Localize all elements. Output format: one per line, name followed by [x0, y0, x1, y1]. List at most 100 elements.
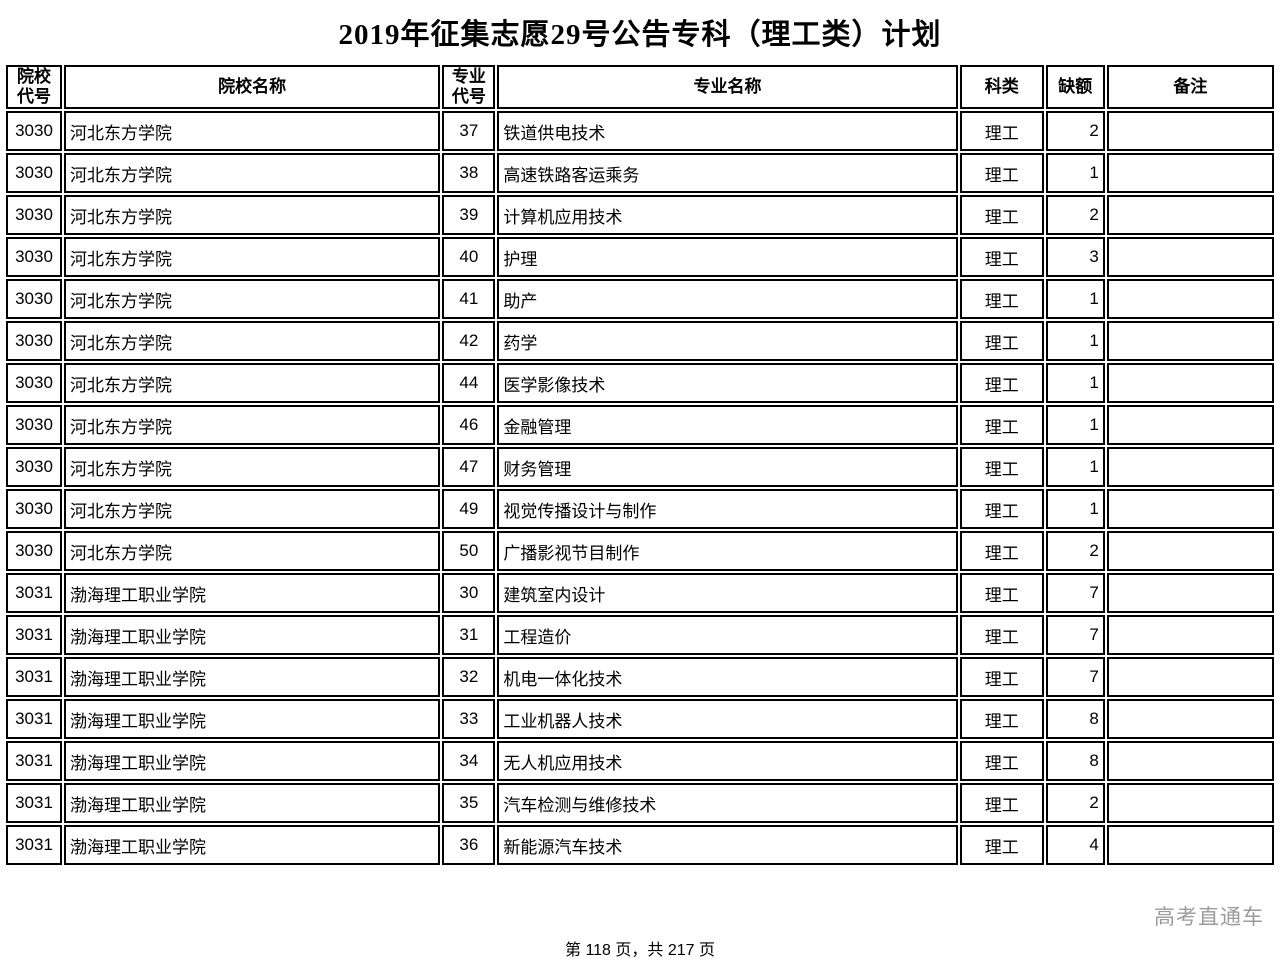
- cell-major-name: 铁道供电技术: [497, 111, 958, 151]
- table-row: 3031 渤海理工职业学院 31 工程造价 理工 7: [6, 615, 1274, 655]
- table-row: 3030 河北东方学院 49 视觉传播设计与制作 理工 1: [6, 489, 1274, 529]
- cell-major-code: 50: [442, 531, 496, 571]
- cell-major-name: 药学: [497, 321, 958, 361]
- cell-category: 理工: [959, 363, 1044, 403]
- cell-college-name: 渤海理工职业学院: [64, 783, 441, 823]
- cell-vacancy: 2: [1045, 195, 1105, 235]
- table-body: 3030 河北东方学院 37 铁道供电技术 理工 2 3030 河北东方学院 38 高速铁路客运乘…: [6, 111, 1274, 865]
- cell-college-code: 3031: [6, 741, 63, 781]
- cell-vacancy: 2: [1045, 111, 1105, 151]
- cell-major-code: 31: [442, 615, 496, 655]
- cell-category: 理工: [959, 447, 1044, 487]
- table-row: 3030 河北东方学院 44 医学影像技术 理工 1: [6, 363, 1274, 403]
- cell-major-code: 41: [442, 279, 496, 319]
- cell-college-name: 河北东方学院: [64, 447, 441, 487]
- cell-major-name: 财务管理: [497, 447, 958, 487]
- cell-college-code: 3030: [6, 489, 63, 529]
- cell-college-name: 渤海理工职业学院: [64, 573, 441, 613]
- cell-major-name: 医学影像技术: [497, 363, 958, 403]
- cell-category: 理工: [959, 573, 1044, 613]
- cell-college-name: 渤海理工职业学院: [64, 825, 441, 865]
- cell-college-name: 渤海理工职业学院: [64, 741, 441, 781]
- cell-category: 理工: [959, 153, 1044, 193]
- table-row: 3030 河北东方学院 37 铁道供电技术 理工 2: [6, 111, 1274, 151]
- cell-major-code: 36: [442, 825, 496, 865]
- cell-college-code: 3030: [6, 279, 63, 319]
- cell-major-code: 30: [442, 573, 496, 613]
- cell-college-name: 河北东方学院: [64, 321, 441, 361]
- watermark: 高考直通车: [1154, 905, 1264, 929]
- cell-remark: [1106, 447, 1274, 487]
- column-header-vacancy: 缺额: [1045, 65, 1105, 109]
- cell-major-code: 33: [442, 699, 496, 739]
- cell-college-code: 3031: [6, 825, 63, 865]
- cell-remark: [1106, 783, 1274, 823]
- column-header-major-code: 专业 代号: [442, 65, 496, 109]
- cell-college-name: 河北东方学院: [64, 153, 441, 193]
- cell-vacancy: 1: [1045, 321, 1105, 361]
- cell-vacancy: 7: [1045, 615, 1105, 655]
- column-header-college-name: 院校名称: [64, 65, 441, 109]
- plan-table: 院校 代号 院校名称 专业 代号 专业名称 科类 缺额 备注 3030 河北东方学院 37 铁道供…: [4, 63, 1276, 867]
- cell-college-code: 3031: [6, 699, 63, 739]
- cell-college-name: 河北东方学院: [64, 279, 441, 319]
- cell-remark: [1106, 489, 1274, 529]
- cell-remark: [1106, 825, 1274, 865]
- cell-category: 理工: [959, 783, 1044, 823]
- cell-category: 理工: [959, 615, 1044, 655]
- table-row: 3030 河北东方学院 41 助产 理工 1: [6, 279, 1274, 319]
- cell-remark: [1106, 615, 1274, 655]
- table-row: 3031 渤海理工职业学院 33 工业机器人技术 理工 8: [6, 699, 1274, 739]
- cell-remark: [1106, 111, 1274, 151]
- cell-category: 理工: [959, 321, 1044, 361]
- cell-remark: [1106, 531, 1274, 571]
- cell-category: 理工: [959, 699, 1044, 739]
- cell-major-name: 无人机应用技术: [497, 741, 958, 781]
- cell-vacancy: 1: [1045, 279, 1105, 319]
- cell-major-name: 视觉传播设计与制作: [497, 489, 958, 529]
- table-row: 3030 河北东方学院 40 护理 理工 3: [6, 237, 1274, 277]
- cell-major-name: 建筑室内设计: [497, 573, 958, 613]
- cell-major-name: 汽车检测与维修技术: [497, 783, 958, 823]
- cell-vacancy: 3: [1045, 237, 1105, 277]
- cell-major-code: 49: [442, 489, 496, 529]
- table-row: 3030 河北东方学院 47 财务管理 理工 1: [6, 447, 1274, 487]
- page-number: 第 118 页，共 217 页: [565, 942, 715, 959]
- cell-category: 理工: [959, 657, 1044, 697]
- cell-remark: [1106, 573, 1274, 613]
- cell-college-code: 3031: [6, 657, 63, 697]
- table-row: 3030 河北东方学院 38 高速铁路客运乘务 理工 1: [6, 153, 1274, 193]
- table-row: 3030 河北东方学院 39 计算机应用技术 理工 2: [6, 195, 1274, 235]
- cell-remark: [1106, 741, 1274, 781]
- cell-major-name: 计算机应用技术: [497, 195, 958, 235]
- cell-major-name: 金融管理: [497, 405, 958, 445]
- cell-college-name: 河北东方学院: [64, 111, 441, 151]
- table-row: 3030 河北东方学院 50 广播影视节目制作 理工 2: [6, 531, 1274, 571]
- cell-college-code: 3030: [6, 531, 63, 571]
- cell-college-code: 3030: [6, 405, 63, 445]
- cell-remark: [1106, 195, 1274, 235]
- cell-remark: [1106, 153, 1274, 193]
- cell-college-code: 3030: [6, 195, 63, 235]
- cell-major-code: 38: [442, 153, 496, 193]
- table-row: 3031 渤海理工职业学院 30 建筑室内设计 理工 7: [6, 573, 1274, 613]
- cell-vacancy: 1: [1045, 447, 1105, 487]
- cell-vacancy: 8: [1045, 699, 1105, 739]
- cell-remark: [1106, 237, 1274, 277]
- cell-major-code: 37: [442, 111, 496, 151]
- cell-major-code: 44: [442, 363, 496, 403]
- cell-college-name: 河北东方学院: [64, 405, 441, 445]
- cell-vacancy: 2: [1045, 531, 1105, 571]
- cell-college-code: 3031: [6, 615, 63, 655]
- cell-college-code: 3031: [6, 783, 63, 823]
- cell-major-code: 32: [442, 657, 496, 697]
- cell-major-name: 护理: [497, 237, 958, 277]
- cell-vacancy: 7: [1045, 657, 1105, 697]
- table-row: 3030 河北东方学院 42 药学 理工 1: [6, 321, 1274, 361]
- column-header-college-code: 院校 代号: [6, 65, 63, 109]
- cell-college-name: 河北东方学院: [64, 489, 441, 529]
- cell-college-name: 河北东方学院: [64, 237, 441, 277]
- cell-college-name: 河北东方学院: [64, 195, 441, 235]
- cell-category: 理工: [959, 405, 1044, 445]
